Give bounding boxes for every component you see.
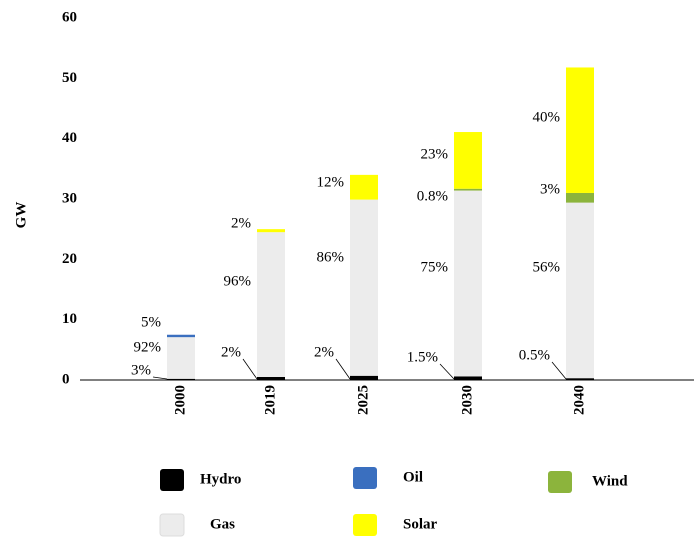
legend-swatch [353,514,377,536]
legend-swatch [160,469,184,491]
share-label: 3% [540,181,560,197]
bar-segment [566,192,594,203]
bar-segment [257,232,285,377]
share-label: 0.5% [519,347,550,363]
leader-line [152,376,168,380]
share-label: 12% [317,174,345,190]
x-tick-label: 2000 [172,385,188,415]
legend-label: Solar [403,516,438,532]
share-label: 3% [131,362,151,378]
bar-segment [257,229,285,233]
y-tick-label: 20 [62,251,77,267]
share-label: 96% [224,273,252,289]
share-label: 75% [421,259,449,275]
legend-swatch [353,467,377,489]
bar-segment [566,202,594,379]
y-axis-label: GW [13,202,29,229]
legend-label: Wind [592,473,628,489]
legend-label: Hydro [200,471,241,487]
share-label: 40% [533,109,561,125]
x-tick-label: 2030 [459,385,475,415]
share-label: 0.8% [417,188,448,204]
leader-line [335,358,351,380]
y-tick-label: 30 [62,190,77,206]
bar-segment [454,132,482,189]
bar-segment [454,376,482,380]
share-label: 2% [314,344,334,360]
share-label: 2% [221,344,241,360]
share-label: 92% [134,339,162,355]
x-tick-label: 2025 [355,385,371,415]
share-label: 5% [141,314,161,330]
bar-segment [454,188,482,191]
bar-segment [257,376,285,380]
bar-segment [350,199,378,376]
bar-segment [350,174,378,200]
y-tick-label: 50 [62,70,77,86]
bar-segment [167,337,195,379]
bar-segment [167,378,195,380]
y-tick-label: 40 [62,130,77,146]
share-label: 86% [317,249,345,265]
legend-swatch [548,471,572,493]
share-label: 2% [231,215,251,231]
leader-line [242,358,258,380]
y-tick-label: 60 [62,9,77,25]
legend-label: Oil [403,469,423,485]
y-tick-label: 10 [62,311,77,327]
share-label: 1.5% [407,349,438,365]
legend-label: Gas [210,516,235,532]
share-label: 23% [421,146,449,162]
x-tick-label: 2019 [262,385,278,415]
legend-swatch [159,513,185,537]
share-label: 56% [533,259,561,275]
bar-segment [454,190,482,377]
bar-segment [350,375,378,380]
bar-segment [566,67,594,193]
leader-line [551,361,567,380]
bar-segment [167,334,195,338]
y-tick-label: 0 [62,371,70,387]
x-tick-label: 2040 [571,385,587,415]
leader-line [439,363,455,380]
bar-segment [566,378,594,380]
